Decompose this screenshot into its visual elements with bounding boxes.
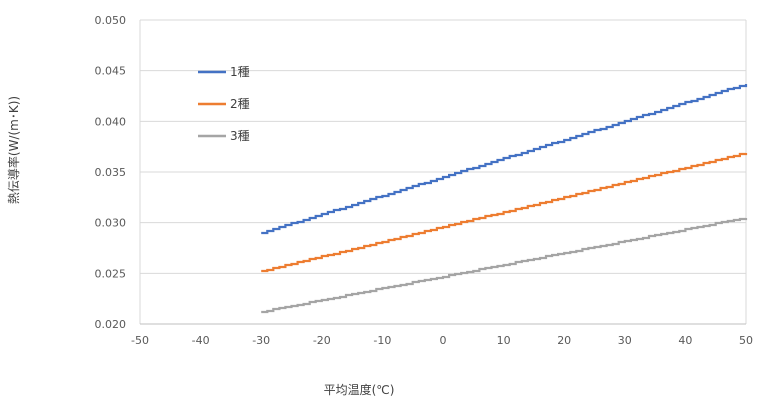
y-tick-label: 0.045: [95, 65, 127, 78]
y-tick-label: 0.040: [95, 115, 127, 128]
x-tick-label: 50: [739, 334, 753, 347]
legend-item: 3種: [198, 129, 250, 143]
series-line-3: [261, 217, 748, 314]
x-tick-label: 10: [497, 334, 511, 347]
x-tick-label: -30: [252, 334, 270, 347]
x-tick-label: 40: [678, 334, 692, 347]
legend: 1種 2種 3種: [198, 65, 250, 143]
x-tick-label: -50: [131, 334, 149, 347]
legend-item: 2種: [198, 97, 250, 111]
x-tick-label: -40: [192, 334, 210, 347]
x-tick-label: -10: [373, 334, 391, 347]
legend-label: 3種: [230, 129, 250, 143]
series-line-2: [261, 152, 748, 273]
legend-label: 1種: [230, 65, 250, 79]
legend-label: 2種: [230, 97, 250, 111]
y-tick-label: 0.020: [95, 318, 127, 331]
grid-layer: [139, 19, 747, 325]
series-line-1: [261, 84, 748, 235]
legend-item: 1種: [198, 65, 250, 79]
y-tick-label: 0.030: [95, 217, 127, 230]
x-tick-label: 20: [557, 334, 571, 347]
y-tick-label: 0.025: [95, 267, 127, 280]
y-axis-title: 熱伝導率(W/(m･K)): [6, 96, 21, 204]
x-tick-label: 0: [440, 334, 447, 347]
y-tick-label: 0.050: [95, 14, 127, 27]
x-tick-label: 30: [618, 334, 632, 347]
axis-layer: 0.020 0.025 0.030 0.035 0.040 0.045 0.050 -50 -4…: [95, 14, 754, 347]
y-tick-label: 0.035: [95, 166, 127, 179]
x-axis-title: 平均温度(℃): [324, 382, 395, 397]
series-layer: [261, 84, 748, 314]
x-tick-label: -20: [313, 334, 331, 347]
